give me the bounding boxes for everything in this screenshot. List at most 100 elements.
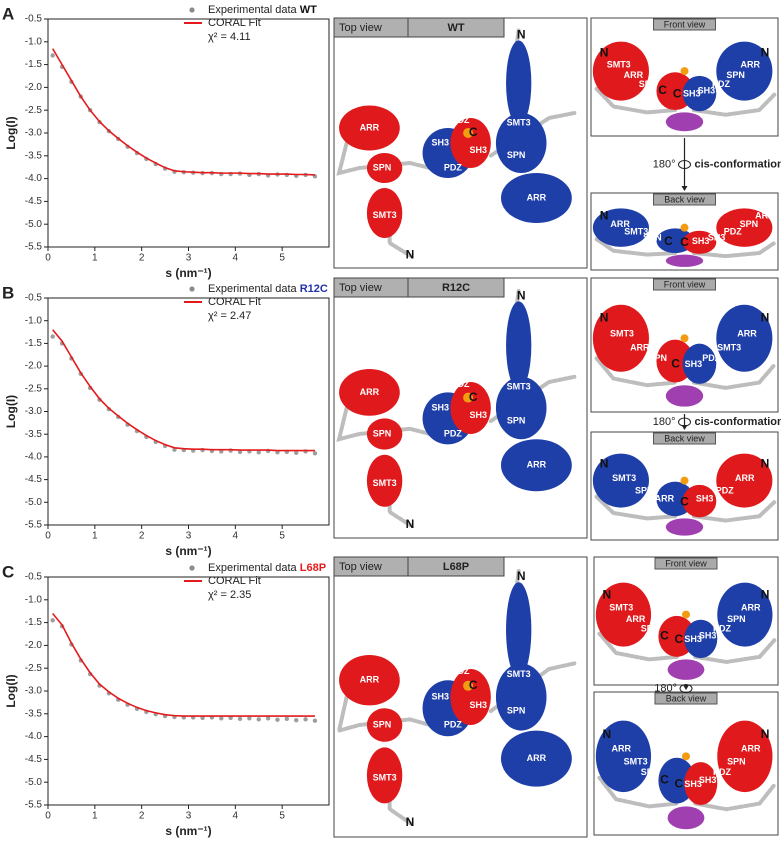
domain-label: SH3	[683, 89, 701, 99]
data-point	[50, 334, 55, 339]
y-tick-label: -5.5	[25, 800, 43, 811]
data-point	[312, 451, 318, 456]
domain-label: SPN	[643, 232, 662, 242]
domain-label: SH3	[469, 410, 487, 420]
y-tick-label: -2.0	[25, 82, 43, 93]
x-tick-label: 3	[186, 531, 192, 542]
data-point	[219, 716, 224, 721]
rotation-note: cis-conformation	[695, 416, 781, 428]
legend-text: CORAL Fit	[208, 296, 261, 308]
data-point	[312, 718, 318, 723]
y-tick-label: -4.0	[25, 452, 43, 463]
legend-label: Experimental data L68P	[208, 562, 326, 574]
protein-domain	[716, 453, 773, 508]
domain-label: SPN	[648, 353, 667, 363]
domain-label: ARR	[527, 460, 547, 470]
domain-label: SMT3	[717, 343, 741, 353]
variant-box	[407, 17, 505, 38]
variant-title: L68P	[443, 561, 469, 573]
terminus-label: C	[680, 235, 689, 249]
y-tick-label: -2.0	[25, 640, 43, 651]
domain-label: ARR	[655, 494, 675, 504]
y-tick-label: -5.5	[25, 242, 43, 253]
domain-label: ARR	[527, 753, 547, 763]
x-tick-label: 3	[186, 253, 192, 264]
protein-domain	[665, 254, 704, 267]
terminus-label: C	[658, 83, 667, 97]
protein-domain	[339, 105, 400, 151]
terminus-label: N	[517, 28, 526, 42]
y-tick-label: -5.0	[25, 219, 43, 230]
protein-domain	[665, 518, 704, 536]
data-point	[50, 53, 55, 58]
view-title: Back view	[664, 194, 705, 204]
fit-line	[52, 329, 315, 452]
terminus-label: C	[673, 86, 682, 100]
domain-label: SMT3	[610, 329, 634, 339]
chi-square: χ² = 2.47	[208, 310, 251, 322]
rotation-note: cis-conformation	[695, 158, 781, 170]
panel-label: A	[2, 4, 14, 23]
domain-label: PDZ	[452, 666, 471, 676]
protein-domain	[682, 343, 717, 384]
protein-domain	[500, 730, 572, 787]
legend-label: Experimental data R12C	[208, 283, 328, 295]
sample-name: R12C	[300, 283, 328, 295]
y-tick-label: -1.5	[25, 617, 43, 628]
view-title: Top view	[339, 282, 382, 294]
terminus-label: C	[674, 777, 683, 791]
x-tick-label: 1	[92, 531, 98, 542]
domain-label: SH3	[699, 631, 717, 641]
disulfide	[682, 610, 690, 619]
linker-chain	[336, 695, 433, 734]
domain-label: SPN	[726, 70, 745, 80]
disulfide	[680, 476, 689, 485]
protein-domain	[495, 376, 547, 440]
sample-name: WT	[300, 4, 317, 16]
domain-label: SPN	[727, 614, 746, 624]
legend-label: Experimental data WT	[208, 4, 317, 16]
terminus-label: N	[761, 457, 770, 471]
x-tick-label: 3	[186, 811, 192, 822]
x-tick-label: 2	[139, 253, 145, 264]
y-tick-label: -3.5	[25, 708, 43, 719]
linker-chain	[594, 237, 678, 257]
data-point	[265, 716, 271, 721]
terminus-label: N	[603, 727, 612, 741]
domain-label: SMT3	[373, 773, 397, 783]
terminus-label: N	[406, 517, 415, 531]
data-point	[256, 717, 261, 722]
fit-line	[51, 48, 315, 176]
data-point	[294, 450, 299, 456]
protein-domain	[592, 453, 649, 508]
y-tick-label: -4.0	[25, 173, 43, 184]
protein-domain	[339, 655, 400, 706]
domain-label: SMT3	[609, 602, 633, 612]
x-tick-label: 2	[139, 811, 145, 822]
x-tick-label: 0	[45, 531, 51, 542]
domain-label: ARR	[360, 675, 380, 685]
domain-label: SH3	[432, 691, 450, 701]
domain-label: ARR	[741, 602, 761, 612]
legend-label: CORAL Fit	[208, 296, 261, 308]
disulfide	[680, 223, 689, 232]
disulfide	[680, 334, 689, 343]
domain-label: SMT3	[612, 473, 636, 483]
domain-label: SPN	[507, 415, 526, 425]
view-title: Top view	[339, 561, 382, 573]
protein-domain	[667, 806, 705, 830]
protein-domain	[717, 582, 773, 647]
protein-domain	[716, 304, 773, 372]
x-tick-label: 1	[92, 811, 98, 822]
domain-label: SMT3	[624, 756, 648, 766]
domain-label: SPN	[641, 767, 660, 777]
domain-label: SPN	[740, 219, 759, 229]
view-title-box	[653, 193, 716, 206]
x-axis-label: s (nm⁻¹)	[165, 544, 211, 558]
disulfide	[463, 392, 474, 403]
plot-frame	[47, 297, 330, 526]
terminus-label: N	[517, 288, 526, 302]
x-tick-label: 5	[279, 811, 285, 822]
domain-label: SH3	[469, 700, 487, 710]
domain-label: SPN	[639, 79, 658, 89]
